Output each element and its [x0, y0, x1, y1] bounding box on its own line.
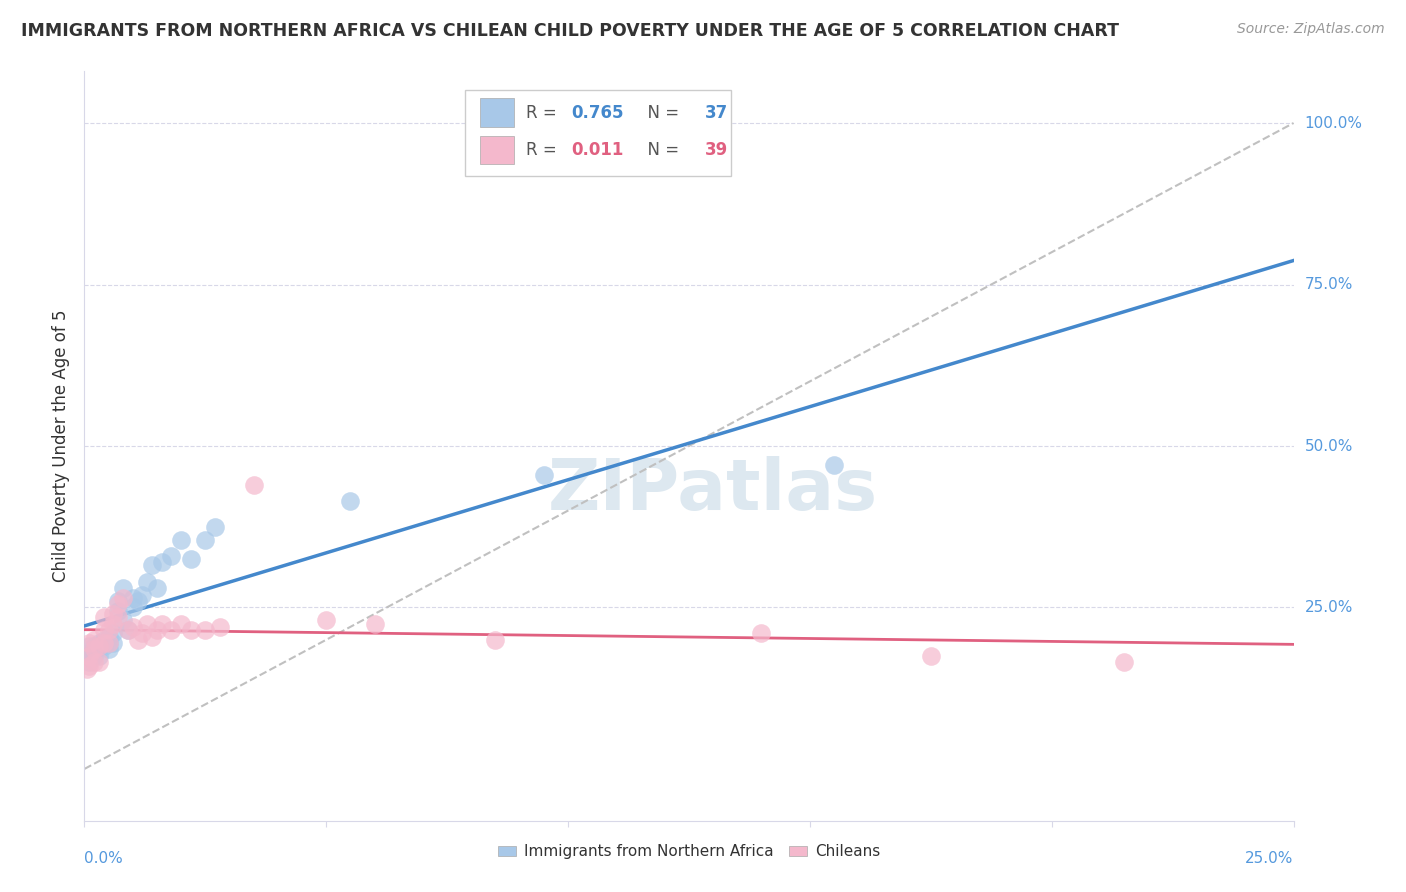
Point [208, 620, 231, 634]
Point [77, 636, 100, 650]
Text: N =: N = [637, 141, 685, 159]
Point [77, 658, 100, 673]
Point [97, 636, 120, 650]
Text: ZIPatlas: ZIPatlas [548, 457, 879, 525]
Text: 0.011: 0.011 [572, 141, 624, 159]
Point [107, 594, 129, 608]
Point [194, 533, 217, 547]
Text: 100.0%: 100.0% [1305, 116, 1362, 130]
Point [93, 632, 115, 647]
Point [103, 636, 125, 650]
Point [83, 632, 105, 647]
Point [180, 552, 202, 566]
Point [180, 623, 202, 637]
Point [103, 626, 125, 640]
Point [97, 623, 120, 637]
Text: R =: R = [526, 141, 562, 159]
Point [83, 648, 105, 663]
Text: 39: 39 [704, 141, 728, 159]
Text: IMMIGRANTS FROM NORTHERN AFRICA VS CHILEAN CHILD POVERTY UNDER THE AGE OF 5 CORR: IMMIGRANTS FROM NORTHERN AFRICA VS CHILE… [21, 22, 1119, 40]
Point [107, 604, 129, 618]
Point [103, 607, 125, 621]
Point [160, 623, 183, 637]
Point [146, 581, 169, 595]
Point [1114, 656, 1136, 670]
Point [339, 494, 361, 508]
Text: 25.0%: 25.0% [1246, 851, 1294, 866]
Point [920, 648, 942, 663]
Point [121, 620, 143, 634]
Point [103, 616, 125, 631]
Point [150, 616, 173, 631]
Y-axis label: Child Poverty Under the Age of 5: Child Poverty Under the Age of 5 [52, 310, 70, 582]
Point [83, 639, 105, 653]
Text: Source: ZipAtlas.com: Source: ZipAtlas.com [1237, 22, 1385, 37]
Point [363, 616, 385, 631]
FancyBboxPatch shape [465, 90, 731, 177]
Point [141, 630, 163, 644]
Point [107, 610, 129, 624]
Point [77, 656, 100, 670]
FancyBboxPatch shape [479, 136, 513, 164]
FancyBboxPatch shape [479, 98, 513, 127]
Point [87, 639, 110, 653]
Text: 75.0%: 75.0% [1305, 277, 1353, 292]
Point [131, 588, 153, 602]
Point [112, 614, 135, 628]
Point [170, 533, 193, 547]
Point [136, 574, 159, 589]
Text: 50.0%: 50.0% [1305, 439, 1353, 453]
Point [204, 520, 226, 534]
Point [823, 458, 845, 473]
Point [533, 468, 555, 483]
Point [136, 616, 159, 631]
Text: 37: 37 [704, 103, 728, 121]
Point [93, 610, 115, 624]
Point [76, 662, 98, 676]
Text: R =: R = [526, 103, 562, 121]
Point [112, 591, 135, 605]
Point [93, 639, 115, 653]
Point [751, 626, 773, 640]
Point [121, 600, 143, 615]
Point [97, 630, 120, 644]
Text: 0.765: 0.765 [572, 103, 624, 121]
Point [117, 623, 139, 637]
Point [127, 632, 149, 647]
Point [170, 616, 193, 631]
Point [87, 636, 110, 650]
Point [97, 642, 120, 657]
Text: N =: N = [637, 103, 685, 121]
Point [77, 639, 100, 653]
Point [121, 591, 143, 605]
Point [150, 555, 173, 569]
Point [484, 632, 506, 647]
Point [86, 642, 108, 657]
Point [93, 636, 115, 650]
Legend: Immigrants from Northern Africa, Chileans: Immigrants from Northern Africa, Chilean… [492, 838, 886, 865]
Point [194, 623, 217, 637]
Point [146, 623, 169, 637]
Point [117, 623, 139, 637]
Point [107, 597, 129, 611]
Point [141, 558, 163, 573]
Point [97, 636, 120, 650]
Point [112, 581, 135, 595]
Point [131, 626, 153, 640]
Point [93, 623, 115, 637]
Point [83, 656, 105, 670]
Point [76, 648, 98, 663]
Point [87, 648, 110, 663]
Point [77, 648, 100, 663]
Point [127, 594, 149, 608]
Point [160, 549, 183, 563]
Text: 0.0%: 0.0% [84, 851, 124, 866]
Point [80, 646, 103, 660]
Text: 25.0%: 25.0% [1305, 600, 1353, 615]
Point [242, 477, 264, 491]
Point [87, 656, 110, 670]
Point [83, 642, 105, 657]
Point [315, 614, 337, 628]
